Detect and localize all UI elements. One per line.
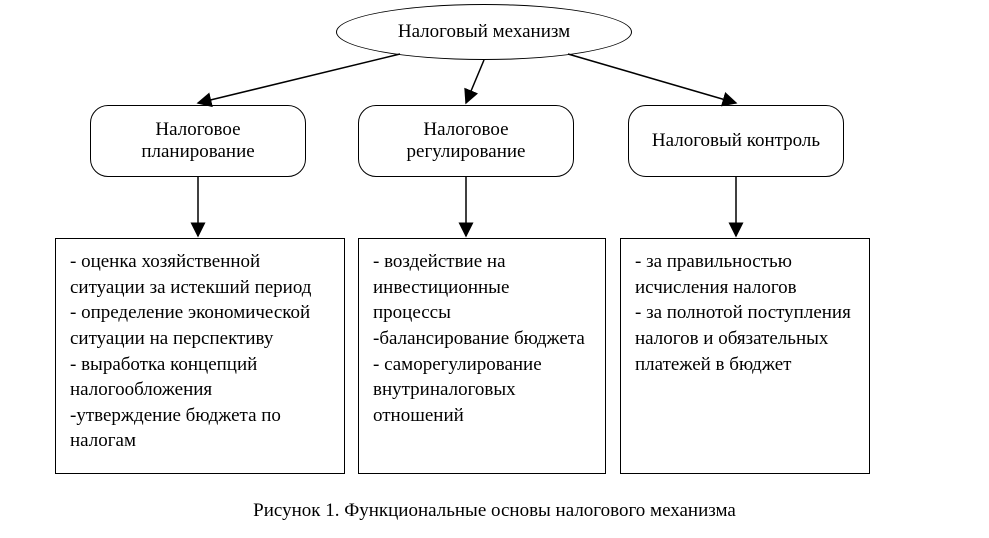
diagram-canvas: Налоговый механизм Налоговое планировани…	[0, 0, 989, 538]
node-control: Налоговый контроль	[628, 105, 844, 177]
detail-line: - определение экономической ситуации на …	[70, 300, 330, 351]
detail-regulation: - воздействие на инвестиционные процессы…	[358, 238, 606, 474]
root-label: Налоговый механизм	[398, 21, 570, 43]
root-node: Налоговый механизм	[336, 4, 632, 60]
detail-line: - воздействие на инвестиционные процессы	[373, 249, 591, 326]
figure-caption-text: Рисунок 1. Функциональные основы налогов…	[253, 500, 736, 521]
detail-control: - за правильностью исчисления налогов- з…	[620, 238, 870, 474]
detail-line: -утверждение бюджета по налогам	[70, 403, 330, 454]
detail-line: - оценка хозяйственной ситуации за истек…	[70, 249, 330, 300]
detail-line: - саморегулирование внутриналоговых отно…	[373, 352, 591, 429]
detail-line: - за правильностью исчисления налогов	[635, 249, 855, 300]
node-planning: Налоговое планирование	[90, 105, 306, 177]
detail-line: -балансирование бюджета	[373, 326, 591, 352]
detail-line: - за полнотой поступления налогов и обяз…	[635, 300, 855, 377]
figure-caption: Рисунок 1. Функциональные основы налогов…	[0, 500, 989, 522]
node-regulation: Налоговое регулирование	[358, 105, 574, 177]
node-planning-label: Налоговое планирование	[101, 119, 295, 163]
detail-planning: - оценка хозяйственной ситуации за истек…	[55, 238, 345, 474]
detail-line: - выработка концепций налогообложения	[70, 352, 330, 403]
node-control-label: Налоговый контроль	[652, 130, 820, 152]
node-regulation-label: Налоговое регулирование	[369, 119, 563, 163]
